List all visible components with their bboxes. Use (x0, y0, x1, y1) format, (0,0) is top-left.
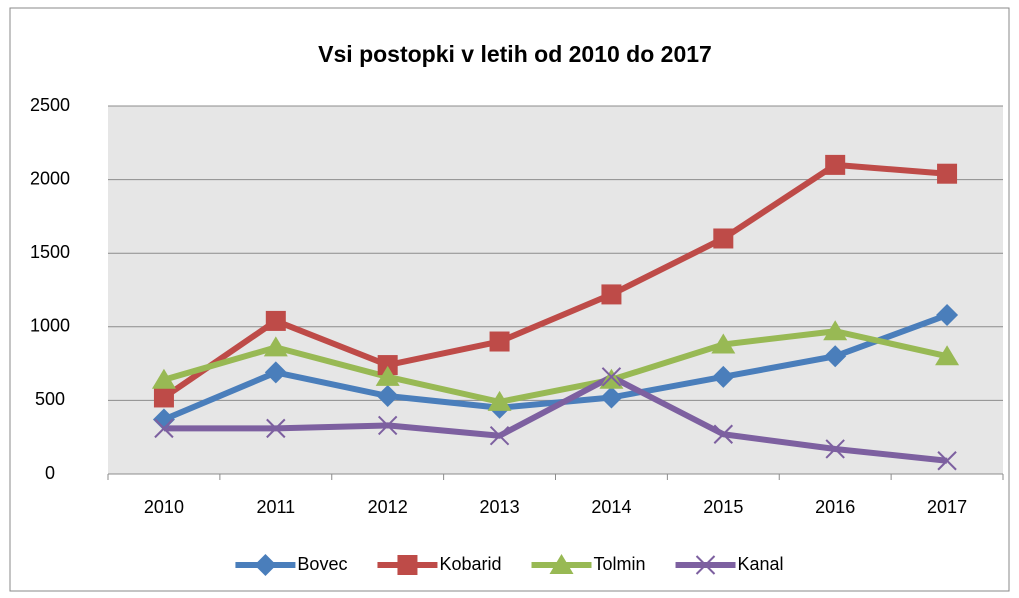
data-point (935, 345, 960, 366)
data-point (487, 390, 512, 411)
data-point (937, 163, 958, 184)
data-point (377, 415, 398, 436)
x-tick-label: 2010 (144, 497, 184, 517)
legend-marker (397, 555, 418, 575)
x-tick-label: 2013 (480, 497, 520, 517)
data-point (825, 439, 845, 459)
data-point (265, 310, 286, 331)
y-tick-label: 500 (35, 389, 65, 409)
data-point (375, 365, 400, 386)
legend: Bovec Kobarid Tolmin Kanal (235, 554, 784, 576)
data-point (600, 386, 623, 409)
data-point (937, 451, 957, 471)
data-point (936, 304, 959, 327)
y-tick-label: 1000 (30, 316, 70, 336)
data-point (263, 336, 288, 357)
data-point (376, 384, 399, 407)
y-tick-label: 2500 (30, 95, 70, 115)
x-tick-label: 2011 (256, 497, 295, 517)
legend-label: Kobarid (439, 554, 501, 574)
data-point (264, 361, 287, 384)
data-point (824, 345, 847, 368)
x-tick-label: 2016 (815, 497, 855, 517)
data-point (713, 228, 734, 249)
series-line (163, 328, 948, 405)
x-tick-label: 2015 (703, 497, 743, 517)
x-tick-label: 2014 (591, 497, 631, 517)
y-tick-label: 1500 (30, 242, 70, 262)
data-point (154, 418, 174, 439)
data-point (153, 387, 174, 408)
legend-label: Kanal (738, 554, 784, 574)
data-point (151, 368, 176, 389)
data-point (713, 424, 734, 444)
legend-label: Tolmin (594, 554, 646, 574)
data-point (489, 331, 510, 352)
data-point (825, 154, 846, 175)
data-point (711, 333, 736, 354)
x-tick-label: 2017 (927, 497, 967, 517)
series-line (163, 373, 948, 464)
plot-area (108, 106, 1003, 474)
x-tick-label: 2012 (368, 497, 408, 517)
chart-title: Vsi postopki v letih od 2010 do 2017 (318, 41, 712, 67)
legend-marker (254, 554, 277, 576)
data-point (152, 408, 175, 431)
legend-marker (549, 554, 574, 574)
legend-marker (695, 555, 716, 575)
legend-label: Bovec (297, 554, 347, 574)
y-tick-label: 2000 (30, 168, 70, 188)
data-point (489, 426, 510, 446)
series-line (162, 312, 949, 423)
data-point (601, 284, 622, 305)
data-point (266, 418, 286, 439)
y-tick-label: 0 (45, 463, 55, 483)
data-point (712, 365, 735, 388)
data-point (823, 320, 848, 341)
data-point (377, 355, 398, 376)
series-line (162, 161, 948, 400)
data-point (601, 367, 622, 387)
